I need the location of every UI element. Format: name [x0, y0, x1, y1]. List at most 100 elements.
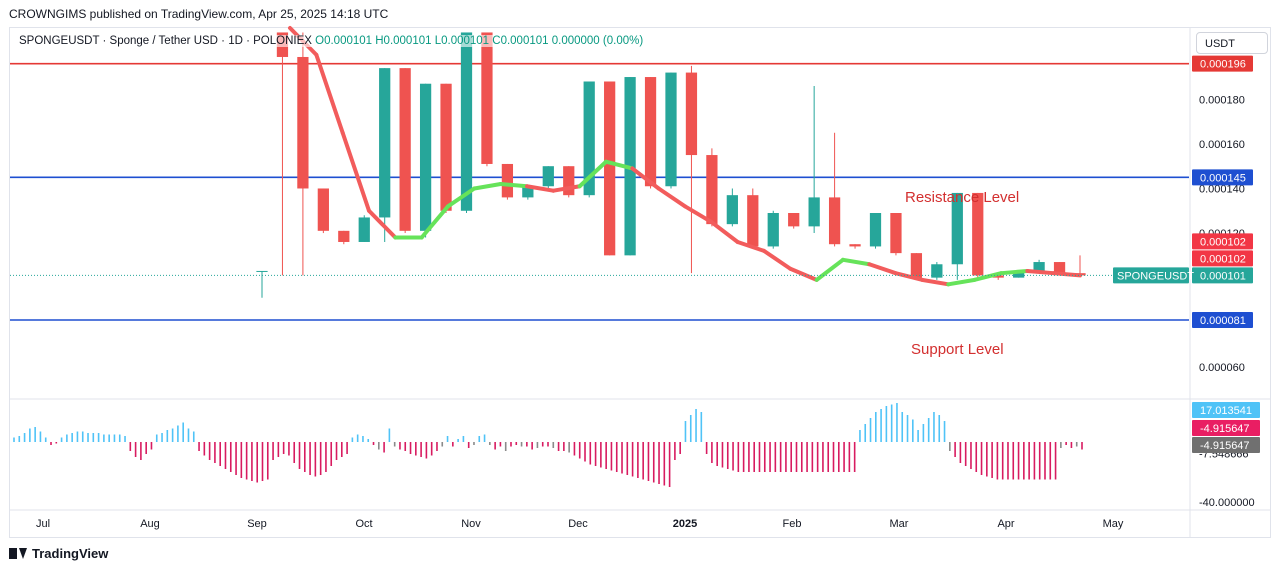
oscillator-bar [853, 442, 856, 472]
oscillator-bar [769, 442, 771, 472]
oscillator-bar [589, 442, 592, 465]
oscillator-bar [621, 442, 623, 474]
oscillator-bar [1023, 442, 1025, 480]
oscillator-bar [420, 442, 422, 457]
oscillator-bar [124, 436, 126, 442]
oscillator-bar [1054, 442, 1057, 480]
oscillator-bar [954, 442, 956, 457]
candle-body [297, 56, 309, 189]
candle-body [460, 32, 473, 211]
oscillator-bar [832, 442, 835, 472]
oscillator-bar [1012, 442, 1015, 480]
candle-body [644, 77, 657, 187]
oscillator-bar [806, 442, 808, 472]
oscillator-bar [383, 442, 385, 453]
oscillator-bar [600, 442, 602, 468]
oscillator-bar [573, 442, 576, 456]
oscillator-bar [319, 442, 322, 475]
oscillator-bar [991, 442, 993, 478]
oscillator-bar [949, 442, 951, 451]
oscillator-bar [13, 437, 15, 442]
time-tick-label: May [1103, 518, 1124, 530]
candle-body [379, 68, 391, 218]
oscillator-bar [50, 442, 52, 445]
oscillator-bar [1049, 442, 1052, 480]
oscillator-bar [721, 442, 724, 468]
oscillator-bar [652, 442, 655, 483]
oscillator-value-tag-label: -4.915647 [1200, 440, 1250, 452]
oscillator-bar [779, 442, 782, 472]
oscillator-bar [303, 442, 306, 472]
oscillator-bar [182, 422, 184, 442]
currency-selector[interactable]: USDT [1196, 32, 1268, 54]
tradingview-footer[interactable]: TradingView [9, 546, 108, 561]
oscillator-bar [108, 434, 110, 442]
symbol-name: SPONGEUSDT · Sponge / Tether USD · 1D · … [19, 35, 312, 47]
candle-body [767, 213, 779, 247]
level-tag [1192, 169, 1253, 186]
oscillator-bar [626, 442, 629, 475]
oscillator-bar [917, 430, 919, 442]
oscillator-value-tag [1192, 437, 1260, 453]
oscillator-bar [811, 442, 814, 472]
candle-body [1013, 270, 1025, 278]
oscillator-bar [568, 442, 570, 453]
ma-segment [525, 184, 556, 193]
oscillator-bar [520, 442, 523, 447]
oscillator-bar [92, 433, 95, 442]
oscillator-bar [161, 433, 163, 442]
oscillator-bar [39, 431, 42, 442]
ma-segment [709, 219, 740, 244]
oscillator-bar [785, 442, 787, 472]
time-tick-label: Apr [997, 518, 1014, 530]
oscillator-bar [60, 437, 63, 442]
oscillator-bar [330, 442, 333, 466]
oscillator-bar [541, 442, 544, 447]
oscillator-bar [705, 442, 708, 454]
oscillator-bar [552, 442, 555, 448]
symbol-legend[interactable]: SPONGEUSDT · Sponge / Tether USD · 1D · … [19, 35, 644, 47]
ohlc-values: O0.000101 H0.000101 L0.000101 C0.000101 … [315, 35, 644, 47]
oscillator-bar [742, 442, 745, 472]
oscillator-bar [499, 442, 502, 447]
oscillator-bar [563, 442, 565, 451]
oscillator-bar [261, 442, 264, 481]
oscillator-bar [356, 434, 359, 442]
oscillator-bar [399, 442, 401, 450]
oscillator-bar [901, 412, 904, 442]
oscillator-bar [134, 442, 137, 457]
oscillator-bar [187, 428, 190, 442]
oscillator-bar [885, 406, 888, 442]
time-tick-label: Feb [783, 518, 802, 530]
oscillator-bar [605, 442, 607, 469]
oscillator-bar [827, 442, 830, 472]
oscillator-bar [467, 442, 470, 448]
oscillator-bar [732, 442, 734, 471]
oscillator-bar [689, 415, 692, 442]
oscillator-bar [1081, 442, 1083, 450]
oscillator-bar [637, 442, 639, 478]
oscillator-bar [288, 442, 290, 456]
oscillator-bar [1028, 442, 1030, 480]
oscillator-value-tag [1192, 420, 1260, 436]
oscillator-bar [351, 437, 354, 442]
price-tick-label: 0.000180 [1199, 94, 1245, 106]
price-axis-tags: 0.000196 0.000145 0.000081 0.000102 0.000102… [1113, 55, 1260, 453]
oscillator-bar [436, 442, 438, 451]
chart-frame [9, 27, 1271, 538]
oscillator-bar [166, 430, 169, 442]
oscillator-bar [896, 403, 898, 442]
oscillator-bar [822, 442, 824, 472]
oscillator-bar [615, 442, 618, 472]
oscillator-bar [753, 442, 755, 472]
time-tick-label: Jul [36, 518, 50, 530]
price-tag [1192, 233, 1253, 250]
oscillator-bar [642, 442, 644, 480]
oscillator-bar [816, 442, 819, 472]
oscillator-bar [266, 442, 269, 480]
ma-segment [920, 277, 951, 287]
ma-segment [604, 159, 635, 171]
oscillator-bar [557, 442, 560, 451]
oscillator-bar [478, 436, 481, 442]
